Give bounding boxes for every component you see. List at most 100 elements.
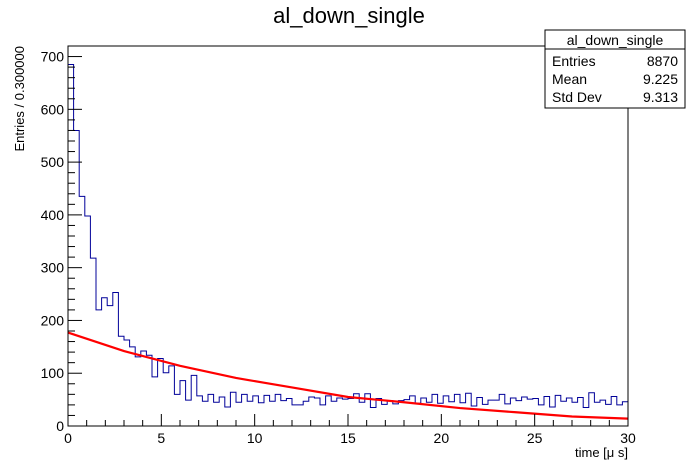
- histogram-bin: [359, 402, 365, 426]
- histogram-outline: [67, 63, 629, 426]
- histogram-bin: [617, 405, 623, 426]
- histogram-bin: [578, 398, 584, 427]
- histogram-bin: [79, 196, 85, 426]
- histogram-bin: [505, 404, 511, 426]
- histogram-bin: [292, 405, 298, 426]
- stats-box-frame: [544, 29, 686, 109]
- histogram-bin: [186, 400, 192, 426]
- histogram-bin: [174, 394, 180, 426]
- histogram-bin: [393, 404, 399, 426]
- stats-label-entries: Entries: [552, 53, 596, 69]
- histogram-bin: [348, 399, 354, 426]
- histogram-bin: [572, 402, 578, 426]
- histogram-bin: [286, 399, 292, 426]
- histogram-bin: [611, 396, 617, 426]
- histogram-bin: [314, 398, 320, 426]
- plot-area: [67, 63, 629, 427]
- chart-title: al_down_single: [273, 3, 425, 28]
- histogram-bin: [477, 398, 483, 427]
- histogram-bin: [449, 402, 455, 426]
- y-tick-label: 500: [41, 154, 65, 170]
- histogram-bin: [264, 395, 270, 426]
- histogram-bin: [152, 377, 158, 426]
- histogram-bin: [589, 393, 595, 426]
- stats-value-stddev: 9.313: [643, 89, 678, 105]
- histogram-bin: [443, 396, 449, 426]
- y-tick-label: 300: [41, 260, 65, 276]
- histogram-bin: [230, 392, 236, 426]
- histogram-bin: [270, 401, 276, 426]
- x-tick-label: 30: [620, 430, 636, 446]
- y-tick-label: 0: [56, 418, 64, 434]
- histogram-bin: [107, 306, 113, 426]
- histogram-bin: [538, 405, 544, 426]
- histogram-bin: [135, 357, 141, 426]
- histogram-bin: [236, 402, 242, 426]
- histogram-bin: [320, 405, 326, 426]
- x-tick-label: 15: [340, 430, 356, 446]
- histogram-bin: [281, 401, 287, 426]
- histogram-bin: [68, 64, 74, 426]
- histogram-bin: [191, 375, 197, 426]
- histogram-bin: [376, 399, 382, 426]
- stats-value-mean: 9.225: [643, 71, 678, 87]
- histogram-bin: [482, 404, 488, 426]
- histogram-bin: [130, 347, 136, 426]
- y-tick-label: 100: [41, 365, 65, 381]
- histogram-bin: [494, 400, 500, 426]
- histogram-bin: [298, 405, 304, 426]
- histogram-bin: [544, 396, 550, 426]
- stats-value-entries: 8870: [647, 53, 678, 69]
- histogram-bin: [275, 394, 281, 426]
- histogram-bin: [219, 397, 225, 426]
- stats-label-mean: Mean: [552, 71, 587, 87]
- histogram-bin: [247, 401, 253, 426]
- histogram-bin: [146, 355, 152, 426]
- histogram-bin: [326, 396, 332, 426]
- histogram-bin: [606, 404, 612, 426]
- histogram-bin: [158, 358, 164, 426]
- histogram-bin: [622, 402, 628, 426]
- histogram-bin: [258, 403, 264, 426]
- y-tick-label: 700: [41, 49, 65, 65]
- histogram-bin: [208, 394, 214, 426]
- histogram-bin: [460, 403, 466, 426]
- stats-label-stddev: Std Dev: [552, 89, 602, 105]
- x-tick-label: 25: [527, 430, 543, 446]
- y-tick-label: 200: [41, 312, 65, 328]
- histogram-bin: [337, 398, 343, 426]
- histogram-bin: [410, 396, 416, 426]
- y-tick-label: 400: [41, 207, 65, 223]
- histogram-bin: [387, 401, 393, 426]
- histogram-bin: [566, 398, 572, 426]
- histogram-bin: [342, 399, 348, 426]
- histogram-bin: [555, 395, 561, 426]
- histogram-bin: [415, 403, 421, 426]
- histogram-bin: [202, 401, 208, 426]
- histogram-bin: [561, 401, 567, 426]
- x-tick-label: 20: [434, 430, 450, 446]
- histogram-bin: [214, 402, 220, 426]
- x-tick-label: 5: [157, 430, 165, 446]
- histogram-bin: [522, 397, 528, 426]
- fit-curve: [67, 331, 629, 420]
- histogram-bin: [309, 397, 315, 426]
- histogram-bin: [85, 216, 91, 426]
- histogram-bin: [488, 400, 494, 426]
- histogram-bin: [533, 399, 539, 426]
- y-axis-label: Entries / 0.300000: [12, 46, 27, 152]
- y-tick-label: 600: [41, 101, 65, 117]
- histogram-bin: [303, 401, 309, 426]
- histogram-bin: [225, 407, 231, 426]
- histogram-bin: [432, 394, 438, 426]
- histogram-bin: [398, 401, 404, 426]
- histogram-bin: [331, 401, 337, 426]
- histogram-bin: [600, 400, 606, 426]
- histogram-bin: [169, 366, 175, 426]
- histogram-bin: [96, 310, 102, 426]
- x-tick-label: 10: [247, 430, 263, 446]
- histogram-bin: [421, 398, 427, 426]
- histogram-bin: [141, 351, 147, 426]
- histogram-bin: [197, 396, 203, 426]
